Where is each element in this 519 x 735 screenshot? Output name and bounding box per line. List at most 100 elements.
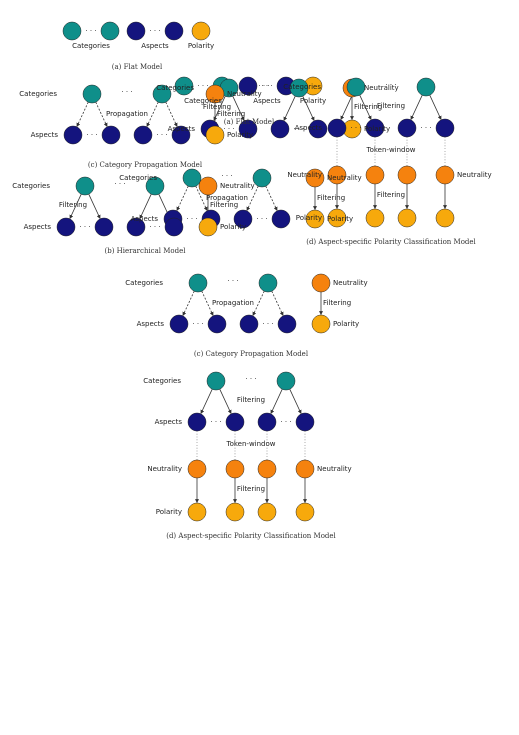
propagation-label: Propagation [212, 299, 254, 307]
aspect-node [397, 118, 417, 138]
ellipsis: · · · [350, 124, 361, 132]
ellipsis: · · · [280, 418, 291, 426]
ellipsis: · · · [256, 215, 267, 223]
aspect-node [56, 217, 76, 237]
category-node [174, 76, 194, 96]
aspect-node [271, 209, 291, 229]
filtering-edge [219, 388, 232, 414]
aspect-node [63, 125, 83, 145]
propagation-edge [195, 185, 208, 211]
aspect-node [238, 119, 258, 139]
ellipsis: · · · [293, 125, 304, 133]
aspect-node [225, 412, 245, 432]
ellipsis: · · · [210, 418, 221, 426]
neutrality-label: Neutrality [287, 171, 322, 179]
filtering-label: Filtering [377, 191, 405, 199]
ellipsis: · · · [79, 223, 90, 231]
filtering-edge [283, 95, 296, 121]
neutrality-node [327, 165, 347, 185]
aspect-node [164, 21, 184, 41]
ellipsis: · · · [221, 172, 232, 180]
ellipsis: · · · [420, 124, 431, 132]
polarity-node [397, 208, 417, 228]
neutrality-label: Neutrality [220, 182, 255, 190]
filtering-label: Filtering [237, 485, 265, 493]
ellipsis: · · · [121, 88, 132, 96]
category-node [152, 84, 172, 104]
filtering-edge [410, 94, 423, 120]
categories-label: Categories [19, 90, 57, 98]
aspects-label: Aspects [131, 215, 159, 223]
aspect-node [238, 76, 258, 96]
polarity-node [257, 502, 277, 522]
neutrality-label: Neutrality [457, 171, 492, 179]
neutrality-node [397, 165, 417, 185]
neutrality-node [205, 84, 225, 104]
polarity-node [365, 208, 385, 228]
category-node [252, 168, 272, 188]
polarity-label: Polarity [156, 508, 182, 516]
ellipsis: · · · [149, 223, 160, 231]
neutrality-node [187, 459, 207, 479]
polarity-node [205, 125, 225, 145]
propagation-edge [246, 185, 259, 211]
propagation-edge [95, 101, 108, 127]
category-node [258, 273, 278, 293]
polarity-node [327, 208, 347, 228]
category-node [100, 21, 120, 41]
polarity-label: Polarity [227, 131, 253, 139]
token-window-label: Token-window [226, 440, 276, 448]
filtering-label: Filtering [59, 201, 87, 209]
propagation-label: Propagation [106, 110, 148, 118]
filtering-label: Filtering [203, 103, 231, 111]
category-node [289, 78, 309, 98]
category-node [145, 176, 165, 196]
categories-label: Categories [72, 42, 110, 50]
neutrality-node [198, 176, 218, 196]
ellipsis: · · · [227, 277, 238, 285]
aspect-node [187, 412, 207, 432]
ellipsis: · · · [223, 125, 234, 133]
polarity-label: Polarity [220, 223, 246, 231]
caption-category-propagation-model: (c) Category Propagation Model [88, 161, 203, 169]
ellipsis: · · · [186, 215, 197, 223]
polarity-label: Polarity [327, 215, 353, 223]
caption-flat-model: (a) Flat Model [112, 63, 163, 71]
polarity-node [435, 208, 455, 228]
filtering-edge [69, 193, 82, 219]
token-window-label: Token-window [366, 146, 416, 154]
categories-label: Categories [119, 174, 157, 182]
category-node [206, 371, 226, 391]
nodes-layer [56, 21, 455, 522]
ellipsis: · · · [197, 82, 208, 90]
neutrality-node [295, 459, 315, 479]
filtering-edge [289, 388, 302, 414]
filtering-label: Filtering [317, 194, 345, 202]
polarity-node [187, 502, 207, 522]
polarity-node [305, 209, 325, 229]
ellipsis: · · · [85, 27, 96, 35]
aspect-node [435, 118, 455, 138]
ellipsis: · · · [86, 131, 97, 139]
aspects-label: Aspects [141, 42, 169, 50]
categories-label: Categories [143, 377, 181, 385]
aspect-node [207, 314, 227, 334]
propagation-edge [182, 290, 195, 316]
filtering-edge [302, 95, 315, 121]
filtering-edge [232, 95, 245, 121]
aspect-node [327, 118, 347, 138]
filtering-label: Filtering [323, 299, 351, 307]
polarity-label: Polarity [188, 42, 214, 50]
category-node [346, 77, 366, 97]
caption-category-propagation-model: (c) Category Propagation Model [194, 350, 309, 358]
aspects-label: Aspects [295, 124, 323, 132]
caption-aspect-specific-model: (d) Aspect-specific Polarity Classificat… [166, 532, 336, 540]
neutrality-node [435, 165, 455, 185]
caption-aspect-specific-model: (d) Aspect-specific Polarity Classificat… [306, 238, 476, 246]
aspect-node [133, 125, 153, 145]
aspect-node [277, 314, 297, 334]
categories-label: Categories [156, 84, 194, 92]
aspects-label: Aspects [155, 418, 183, 426]
category-node [75, 176, 95, 196]
polarity-node [225, 502, 245, 522]
